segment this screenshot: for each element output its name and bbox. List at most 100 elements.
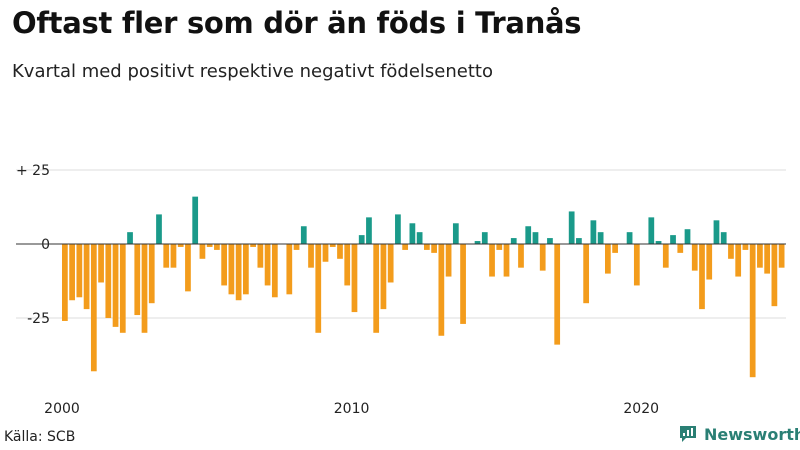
bar [387, 244, 394, 283]
bar [576, 238, 582, 244]
bar [322, 244, 329, 262]
bar [496, 244, 503, 250]
bar [105, 244, 112, 318]
bar [547, 238, 553, 244]
bar [156, 214, 162, 244]
bar [764, 244, 771, 274]
bar [177, 244, 184, 247]
bar [395, 214, 401, 244]
bar [228, 244, 235, 295]
bar [329, 244, 336, 247]
bar [271, 244, 278, 298]
bar [235, 244, 242, 301]
x-tick-label: 2010 [334, 401, 370, 417]
brand-name: Newsworthy [704, 424, 800, 444]
bar [633, 244, 640, 286]
bar [662, 244, 669, 268]
bar [771, 244, 778, 307]
bar [460, 244, 466, 324]
y-tick-label: 0 [41, 237, 50, 253]
newsworthy-icon [680, 426, 696, 442]
bar [366, 217, 372, 244]
bar [98, 244, 104, 283]
bar [438, 244, 445, 336]
bar [510, 238, 517, 244]
bar [757, 244, 763, 268]
bar [474, 241, 481, 244]
bar [677, 244, 684, 253]
bar [199, 244, 206, 259]
bar [489, 244, 495, 277]
bar [590, 220, 597, 244]
bar [134, 244, 141, 316]
bar [713, 220, 720, 244]
bar [568, 211, 575, 244]
bar [315, 244, 322, 333]
bar [264, 244, 271, 286]
bar [358, 235, 365, 244]
bar [445, 244, 452, 277]
bar [431, 244, 437, 253]
bar [481, 232, 488, 244]
bar [612, 244, 618, 253]
y-tick-label: + 25 [16, 163, 50, 179]
bar [192, 196, 199, 244]
bar [141, 244, 148, 333]
bar [554, 244, 561, 345]
bar [337, 244, 343, 259]
bar [76, 244, 83, 298]
x-tick-label: 2020 [623, 401, 659, 417]
axis-layer: + 25 0 -25 2000 2010 2020 [16, 163, 786, 417]
bar [699, 244, 705, 310]
bar [206, 244, 213, 247]
bar [170, 244, 177, 268]
bar [605, 244, 611, 274]
bar [286, 244, 293, 295]
bar [525, 226, 532, 244]
bar [402, 244, 409, 250]
bar [626, 232, 633, 244]
bar [503, 244, 510, 277]
bar [655, 241, 662, 244]
bar-layer [62, 196, 785, 378]
bar [539, 244, 546, 271]
bar [532, 232, 539, 244]
bar [583, 244, 590, 304]
bar [735, 244, 742, 277]
bar [163, 244, 170, 268]
bar [720, 232, 727, 244]
bar [221, 244, 228, 286]
bar [243, 244, 249, 295]
bar [778, 244, 785, 268]
bar [742, 244, 749, 250]
bar [148, 244, 155, 304]
y-tick-label: -25 [27, 311, 50, 327]
bar [83, 244, 90, 310]
bar [214, 244, 220, 250]
x-tick-label: 2000 [44, 401, 80, 417]
bar [728, 244, 734, 259]
bar [706, 244, 713, 280]
bar [749, 244, 756, 378]
bar [416, 232, 423, 244]
bar [518, 244, 524, 268]
bar [62, 244, 68, 321]
bar [648, 217, 655, 244]
bar [119, 244, 126, 333]
bar [257, 244, 264, 268]
bar [308, 244, 314, 268]
bar [409, 223, 416, 244]
bar [69, 244, 75, 301]
bar [185, 244, 191, 292]
bar [691, 244, 698, 271]
bar [424, 244, 430, 250]
bar [300, 226, 307, 244]
chart-subtitle: Kvartal med positivt respektive negativt… [12, 61, 493, 82]
bar [344, 244, 351, 286]
bar [380, 244, 387, 310]
bar [597, 232, 604, 244]
chart-title: Oftast fler som dör än föds i Tranås [12, 6, 582, 40]
bar [373, 244, 380, 333]
bar [670, 235, 676, 244]
